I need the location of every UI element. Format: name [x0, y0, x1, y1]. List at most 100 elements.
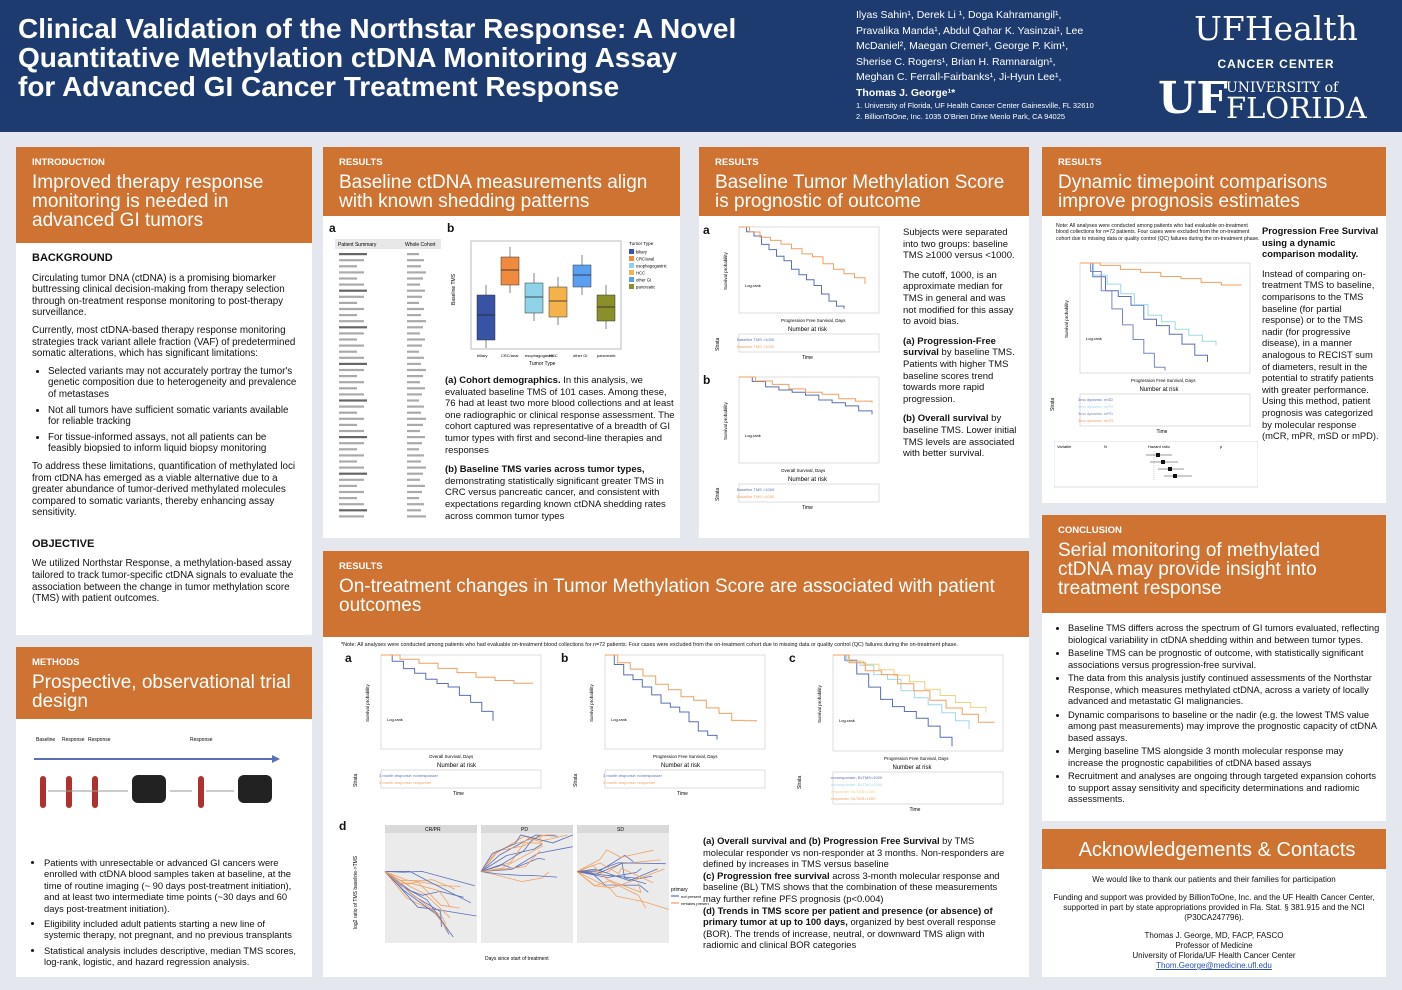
legend-label: remains present — [681, 901, 709, 906]
logrank-label: Log-rank — [745, 433, 761, 438]
table-row-line — [339, 277, 357, 280]
section-label: INTRODUCTION — [32, 157, 105, 168]
forest-point — [1161, 460, 1165, 464]
table-cell-line — [407, 411, 421, 414]
table-cell-line — [407, 332, 420, 335]
table-row-line — [339, 405, 364, 408]
patient-trend-line — [576, 871, 669, 910]
table-cell-line — [407, 344, 422, 347]
table-row-line — [339, 478, 364, 481]
table-row-line — [339, 332, 364, 335]
table-cell-line — [407, 259, 424, 262]
facet-strip — [577, 825, 669, 833]
strata-label: Strata — [715, 337, 721, 351]
list-item: Patients with unresectable or advanced G… — [44, 857, 300, 914]
table-cell-line — [407, 277, 423, 280]
box-esophagogastric — [524, 282, 544, 314]
table-row-line — [339, 362, 367, 365]
affiliation: 1. University of Florida, UF Health Canc… — [856, 101, 1094, 110]
table-cell-line — [407, 338, 425, 341]
km-curve-3-month-response-nonresponder — [605, 654, 718, 740]
list-item: The data from this analysis justify cont… — [1068, 673, 1380, 708]
table-cell-line — [407, 350, 419, 353]
author-line: Thomas J. George¹* — [856, 86, 956, 99]
affiliations: 1. University of Florida, UF Health Canc… — [856, 100, 1156, 122]
risk-table — [1079, 393, 1251, 427]
results-baseline-panel: RESULTS Baseline ctDNA measurements alig… — [323, 147, 680, 538]
caption-title: (b) Baseline TMS varies across tumor typ… — [445, 464, 645, 476]
patient-trend-line — [384, 870, 472, 904]
x-axis-label: Overall Survival, Days — [781, 468, 826, 473]
km-curve-3-month-response-responder — [605, 654, 757, 722]
x-axis-label: Progression Free Survival, Days — [884, 756, 949, 761]
acknowledgements-body: We would like to thank our patients and … — [1052, 875, 1376, 971]
list-item: Merging baseline TMS alongside 3 month m… — [1068, 746, 1380, 769]
author-line: Pravalika Manda¹, Abdul Qahar K. Yasinza… — [856, 24, 1084, 37]
patient-trend-line — [480, 846, 573, 872]
y-axis-label: Survival probability — [723, 251, 728, 290]
x-axis-label: Days since start of treatment — [485, 956, 549, 962]
forest-plot: Variable N Hazard ratio p — [1054, 441, 1258, 488]
patient-trend-line — [480, 857, 546, 872]
list-item: Dynamic comparisons to baseline or the n… — [1068, 710, 1380, 745]
km-curve-3mo-dynamic-mcr — [1080, 262, 1242, 286]
patient-trend-line — [480, 834, 543, 872]
caption-title: (d) Trends in TMS score per patient and … — [703, 904, 993, 928]
facet-label: PD — [521, 827, 528, 833]
table-row-line — [339, 314, 357, 317]
table-row-line — [339, 350, 357, 353]
risk-table — [738, 333, 880, 353]
box-biliary — [476, 294, 496, 341]
table-cell-line — [407, 301, 419, 304]
table-cell-line — [407, 387, 425, 390]
risk-row-label: 3 month response: nonresponder — [603, 773, 663, 778]
table-cell-line — [407, 429, 420, 433]
table-row-line — [339, 423, 357, 426]
legend-swatch — [629, 270, 634, 275]
table-row-line — [339, 320, 364, 323]
caption-text: In this analysis, we evaluated baseline … — [445, 375, 675, 456]
time-label: Time — [1157, 429, 1168, 435]
section-band: RESULTS Dynamic timepoint comparisons im… — [1042, 147, 1386, 216]
table-cell-line — [407, 490, 422, 494]
tms-boxplot-chart: Baseline TMS Tumor Type biliary biliary CRC/… — [451, 240, 667, 367]
os-km-plot: Survival probability Overall Survival, Da… — [715, 376, 880, 511]
time-label: Time — [453, 791, 464, 797]
y-axis-label: Survival probability — [817, 684, 822, 723]
km-curve-3mo-dynamic-mpd — [1080, 262, 1166, 371]
section-heading: On-treatment changes in Tumor Methylatio… — [339, 576, 995, 616]
results-on-treatment-panel: RESULTS On-treatment changes in Tumor Me… — [323, 551, 1029, 977]
table-cell-line — [407, 503, 424, 506]
patient-trend-line — [576, 868, 658, 882]
list-item: Selected variants may not accurately por… — [48, 366, 300, 401]
caption-title: (c) Progression free survival — [703, 869, 830, 881]
table-row-line — [339, 515, 364, 518]
ct-scanner-icon — [238, 775, 272, 803]
section-band: INTRODUCTION Improved therapy response m… — [16, 147, 312, 243]
table-cell-line — [407, 271, 426, 274]
section-label: METHODS — [32, 657, 80, 668]
timeline-arrowhead — [272, 755, 280, 763]
facet-label: SD — [617, 827, 624, 833]
results-on-treatment-caption: (a) Overall survival and (b) Progression… — [703, 835, 1013, 951]
patient-trend-line — [576, 862, 647, 885]
contact-email-link[interactable]: Thom.George@medicine.ufl.edu — [1156, 961, 1272, 970]
table-row-line — [339, 295, 364, 298]
introduction-panel: INTRODUCTION Improved therapy response m… — [16, 147, 312, 635]
km-curve-responder-bltms-1000 — [833, 654, 995, 723]
table-row-line — [339, 436, 367, 439]
km-curve-3-month-response-nonresponder — [381, 654, 494, 721]
section-label: RESULTS — [715, 157, 759, 168]
blood-tube-icon — [198, 776, 204, 808]
caption-text: organized by best overall response (BOR)… — [703, 916, 996, 951]
table-row-line — [339, 497, 357, 500]
cancer-center-logo-text: CANCER CENTER — [1217, 57, 1335, 71]
table-row-line — [339, 283, 364, 286]
km-curve-baseline-tms-1000 — [739, 226, 845, 309]
title-line: Clinical Validation of the Northstar Res… — [18, 13, 737, 44]
logrank-label: Log-rank — [611, 717, 627, 722]
table-cell-line — [407, 283, 420, 286]
table-row-line — [339, 253, 367, 256]
risk-row-label: nonresponder; BLTMS<1000 — [831, 775, 883, 780]
author-line: Ilyas Sahin¹, Derek Li ¹, Doga Kahramang… — [856, 9, 1062, 21]
